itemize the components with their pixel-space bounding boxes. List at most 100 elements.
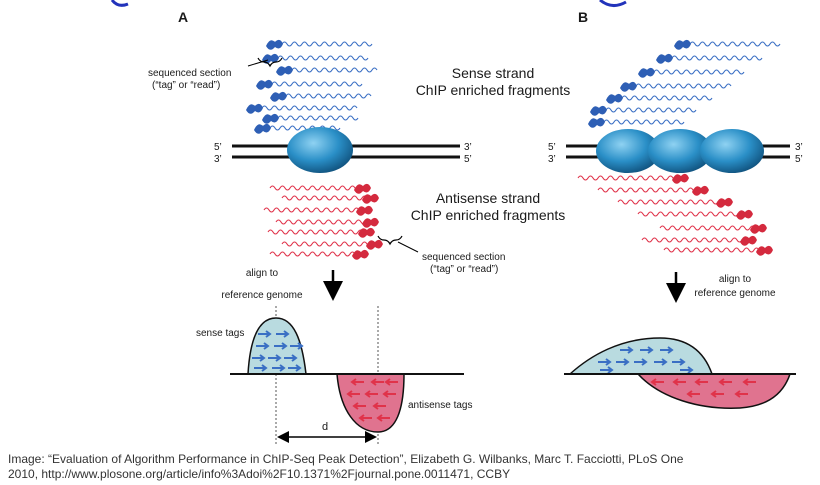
fragment-wave (267, 115, 359, 121)
panel-a-antisense-fragments (263, 183, 383, 260)
sequence-tag (674, 39, 691, 50)
sequence-tag (246, 103, 263, 114)
sequence-tag (352, 249, 369, 260)
panel-b-3prime-top: 3’ (795, 142, 803, 153)
tag-arrow (382, 390, 396, 398)
sequence-tag (270, 91, 287, 102)
tag-arrow (272, 364, 286, 372)
tag-arrow (346, 390, 360, 398)
sequence-tag (588, 117, 605, 128)
panel-a-tag-arrows (252, 330, 398, 422)
fragment-wave (281, 67, 378, 73)
panel-a-5prime-bottom: 5’ (464, 154, 472, 165)
tag-label-top-line2: (“tag” or “read”) (152, 80, 220, 91)
fragment-wave (663, 247, 765, 253)
tag-label-bottom-line1: sequenced section (422, 252, 505, 263)
panel-a-nucleosome (287, 127, 353, 173)
sequence-tag (606, 93, 623, 104)
tag-arrow (686, 390, 700, 398)
sequence-tag (620, 81, 637, 92)
tag-arrow (654, 358, 668, 366)
sequence-tag (356, 205, 373, 216)
sequence-tag (590, 105, 607, 116)
fragment-wave (593, 119, 685, 125)
caption-line-1: Image: “Evaluation of Algorithm Performa… (8, 452, 684, 466)
fragment-wave (625, 83, 732, 89)
fragment-wave (281, 195, 373, 201)
caption-line-2: 2010, http://www.plosone.org/article/inf… (8, 467, 511, 481)
tag-arrow (370, 378, 384, 386)
panel-a-sense-fragments (246, 39, 378, 134)
sequence-tag (262, 113, 279, 124)
tag-arrow (620, 346, 634, 354)
antisense-strand-title: Antisense strand (436, 190, 540, 206)
fragment-wave (251, 105, 358, 111)
panel-a-align-line1: align to (246, 268, 279, 279)
fragment-wave (641, 237, 748, 243)
title-fragment (110, 0, 627, 7)
tag-arrow (376, 414, 390, 422)
tag-label-bottom-line2: (“tag” or “read”) (430, 264, 498, 275)
fragment-wave (661, 55, 763, 61)
tag-arrow (364, 390, 378, 398)
sense-tags-label: sense tags (196, 328, 244, 339)
tag-arrow (616, 358, 630, 366)
fragment-wave (643, 69, 745, 75)
sequence-tag (656, 53, 673, 64)
antisense-strand-subtitle: ChIP enriched fragments (411, 207, 566, 223)
panel-a-3prime-bottom: 3’ (214, 154, 222, 165)
panel-b-5prime-bottom: 5’ (795, 154, 803, 165)
tag-arrow (256, 342, 270, 350)
panel-b-antisense-fragments (577, 173, 773, 256)
tag-arrow (290, 342, 304, 350)
tag-arrow (660, 346, 674, 354)
tag-arrow (372, 402, 386, 410)
panel-b-sense-peak (568, 337, 714, 375)
tag-arrow (288, 364, 302, 372)
sequence-tag (362, 217, 379, 228)
fragment-wave (271, 41, 373, 47)
tag-arrow (650, 378, 664, 386)
panel-b-antisense-peak (636, 373, 792, 409)
tag-arrow (598, 358, 612, 366)
panel-b-nucleosome-1 (596, 129, 660, 173)
tag-arrow (276, 330, 290, 338)
fragment-wave (595, 107, 697, 113)
tag-arrow (384, 378, 398, 386)
fragment-wave (269, 251, 361, 257)
sequence-tag (362, 193, 379, 204)
tag-arrow (742, 378, 756, 386)
tag-arrow (254, 364, 268, 372)
tag-arrow (694, 378, 708, 386)
sequence-tag (262, 53, 279, 64)
sequence-tag (638, 67, 655, 78)
tag-arrow (258, 330, 272, 338)
fragment-wave (275, 219, 372, 225)
tag-arrow (352, 402, 366, 410)
fragment-wave (611, 95, 713, 101)
distance-label: d (322, 421, 328, 433)
fragment-wave (637, 211, 744, 217)
sequence-tag (716, 197, 733, 208)
panel-b-align-line2: reference genome (694, 288, 776, 299)
tag-brace-bottom (377, 235, 403, 246)
tag-arrow (710, 390, 724, 398)
fragment-wave (281, 241, 373, 247)
tag-arrow (274, 342, 288, 350)
tag-arrow (268, 354, 282, 362)
fragment-wave (263, 207, 365, 213)
tag-pointer-bottom (397, 241, 419, 253)
tag-arrow (358, 414, 372, 422)
panel-a-letter: A (178, 9, 188, 25)
panel-b-nucleosome-2 (648, 129, 712, 173)
sequence-tag (750, 223, 767, 234)
sequence-tag (276, 65, 293, 76)
fragment-wave (269, 185, 361, 191)
tag-arrow (640, 346, 654, 354)
tag-arrow (672, 358, 686, 366)
sequence-tag (256, 79, 273, 90)
sequence-tag (740, 235, 757, 246)
panel-a-5prime-top: 5’ (214, 142, 222, 153)
sense-strand-title: Sense strand (452, 65, 535, 81)
